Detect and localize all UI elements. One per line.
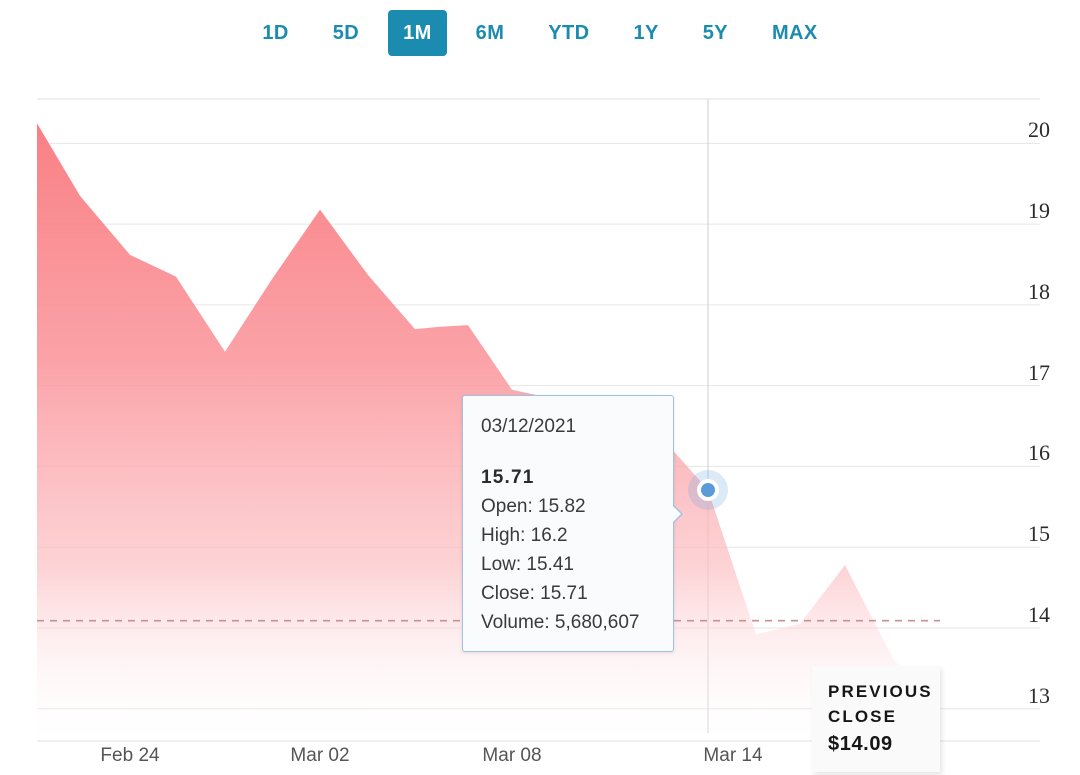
tooltip-date: 03/12/2021	[481, 416, 577, 437]
range-tab-max[interactable]: MAX	[772, 22, 818, 44]
y-tick-label-13: 13	[1028, 682, 1050, 708]
hover-point-marker[interactable]	[688, 469, 728, 510]
y-tick-label-19: 19	[1028, 198, 1050, 224]
x-tick-label-mar-14: Mar 14	[703, 745, 763, 766]
marker-dot	[701, 482, 715, 497]
y-tick-label-14: 14	[1028, 601, 1050, 627]
y-tick-label-18: 18	[1028, 278, 1050, 304]
previous-close-label-line2: CLOSE	[828, 707, 898, 726]
x-tick-label-mar-08: Mar 08	[482, 745, 542, 766]
y-tick-label-20: 20	[1028, 117, 1050, 143]
range-tab-5d[interactable]: 5D	[332, 22, 360, 44]
range-tab-6m[interactable]: 6M	[475, 22, 505, 44]
range-tab-1m[interactable]: 1M	[388, 10, 447, 56]
range-tab-1d[interactable]: 1D	[262, 22, 289, 44]
range-tab-ytd[interactable]: YTD	[548, 22, 590, 44]
y-tick-label-16: 16	[1028, 440, 1050, 466]
previous-close-value: $14.09	[828, 733, 893, 755]
x-tick-label-feb-24: Feb 24	[100, 745, 160, 766]
tooltip-high: High: 16.2	[481, 525, 568, 546]
tooltip-volume: Volume: 5,680,607	[481, 612, 640, 633]
tooltip-low: Low: 15.41	[481, 554, 574, 575]
previous-close-callout: PREVIOUS CLOSE $14.09	[812, 666, 940, 772]
range-tab-1y[interactable]: 1Y	[633, 22, 659, 44]
y-tick-label-15: 15	[1028, 521, 1050, 547]
previous-close-label-line1: PREVIOUS	[828, 682, 933, 701]
price-tooltip: 03/12/2021 15.71 Open: 15.82 High: 16.2 …	[462, 395, 683, 652]
tooltip-open: Open: 15.82	[481, 496, 586, 517]
tooltip-close: Close: 15.71	[481, 583, 588, 604]
stock-price-chart[interactable]: 20 19 18 17 16 15 14 13 Feb 24 Mar 02 Mar 08 Mar 1…	[0, 72, 1080, 775]
tooltip-arrow-fill	[671, 504, 681, 524]
x-tick-label-mar-02: Mar 02	[290, 745, 350, 766]
range-tab-bar: 1D 5D 1M 6M YTD 1Y 5Y MAX	[0, 0, 1080, 72]
range-tab-5y[interactable]: 5Y	[702, 22, 728, 44]
y-tick-label-17: 17	[1028, 359, 1050, 385]
tooltip-price: 15.71	[481, 467, 535, 488]
